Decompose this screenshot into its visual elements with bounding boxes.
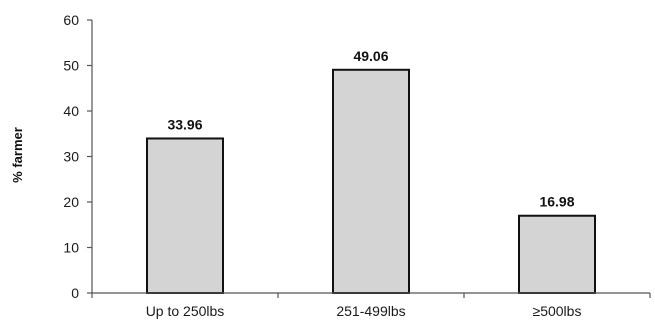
y-tick-label: 60 <box>63 12 79 28</box>
x-axis: Up to 250lbs 251-499lbs ≥500lbs <box>91 292 651 319</box>
x-category-label: Up to 250lbs <box>146 303 225 319</box>
y-axis-title: % farmer <box>10 127 25 183</box>
bar-2 <box>332 68 410 295</box>
y-tick-label: 10 <box>63 240 79 256</box>
bar-value-label: 33.96 <box>167 116 202 132</box>
y-tick-label: 50 <box>63 58 79 74</box>
bar-1 <box>146 137 224 294</box>
x-category-label: ≥500lbs <box>533 303 582 319</box>
bar-value-label: 49.06 <box>353 48 388 64</box>
bars-group: 33.96 49.06 16.98 <box>146 48 596 295</box>
y-tick-label: 20 <box>63 194 79 210</box>
y-tick-label: 30 <box>63 149 79 165</box>
y-tick-label: 0 <box>71 285 79 301</box>
bar-3 <box>518 214 596 294</box>
y-axis: 0 10 20 30 40 50 60 <box>63 12 93 301</box>
y-tick-label: 40 <box>63 103 79 119</box>
x-category-label: 251-499lbs <box>336 303 405 319</box>
bar-value-label: 16.98 <box>539 194 574 210</box>
